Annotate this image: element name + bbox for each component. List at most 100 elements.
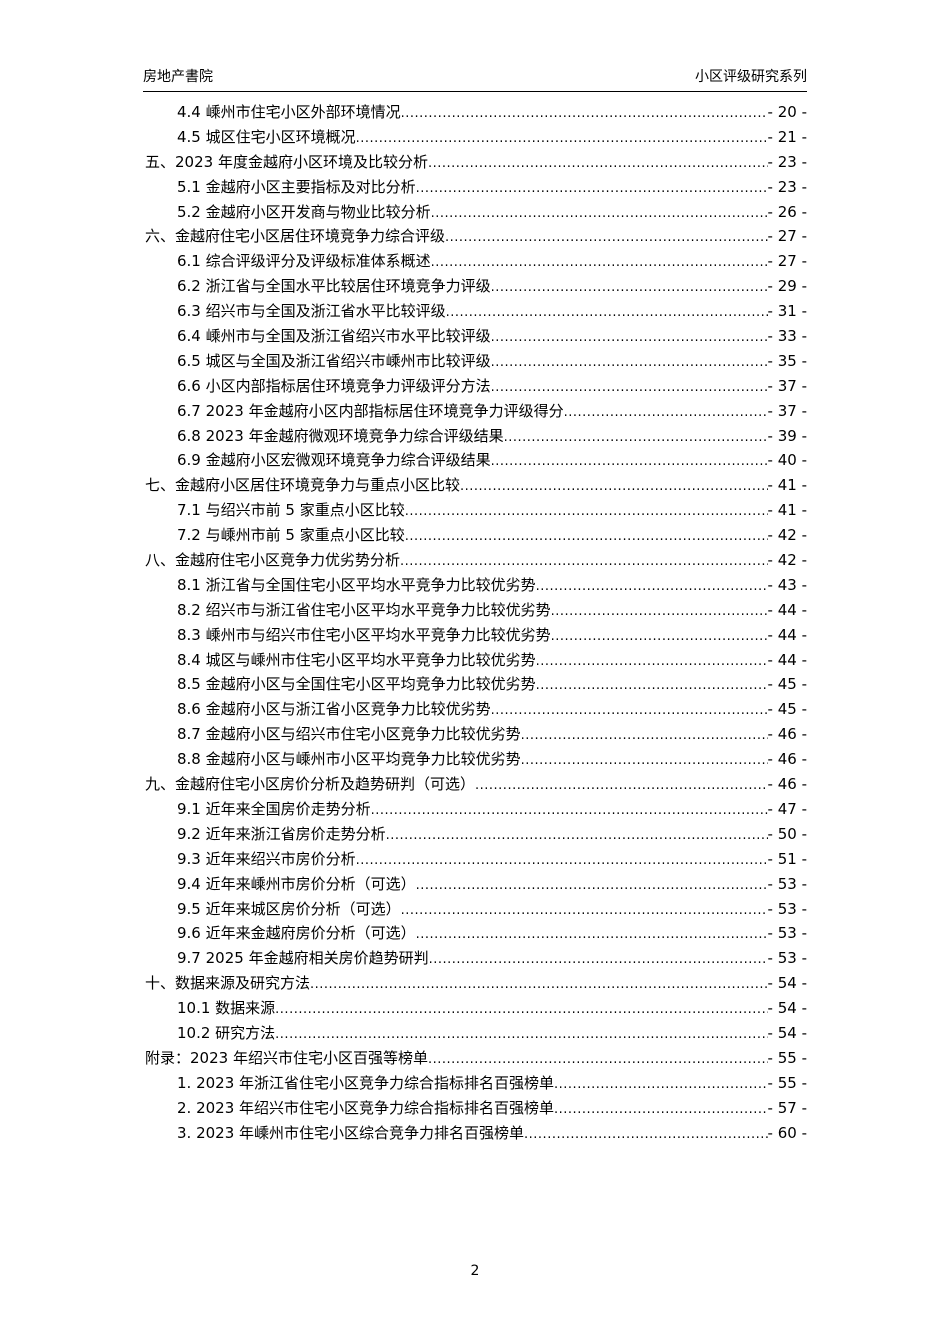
toc-section-entry[interactable]: 6.3 绍兴市与全国及浙江省水平比较评级 - 31 - <box>145 299 807 324</box>
toc-entry-page: - 42 - <box>767 526 807 545</box>
toc-section-entry[interactable]: 8.7 金越府小区与绍兴市住宅小区竞争力比较优劣势 - 46 - <box>145 722 807 747</box>
toc-entry-title: 七、金越府小区居住环境竞争力与重点小区比较 <box>145 476 461 495</box>
toc-section-entry[interactable]: 8.1 浙江省与全国住宅小区平均水平竞争力比较优劣势 - 43 - <box>145 573 807 598</box>
toc-section-entry[interactable]: 6.1 综合评级评分及评级标准体系概述 - 27 - <box>145 249 807 274</box>
toc-entry-title: 7.1 与绍兴市前 5 家重点小区比较 <box>177 501 405 520</box>
toc-entry-page: - 44 - <box>767 625 807 644</box>
toc-section-entry[interactable]: 6.5 城区与全国及浙江省绍兴市嵊州市比较评级 - 35 - <box>145 349 807 374</box>
toc-section-entry[interactable]: 4.4 嵊州市住宅小区外部环境情况 - 20 - <box>145 100 807 125</box>
toc-entry-page: - 53 - <box>767 949 807 968</box>
toc-section-entry[interactable]: 10.1 数据来源 - 54 - <box>145 996 807 1021</box>
toc-section-entry[interactable]: 7.2 与嵊州市前 5 家重点小区比较 - 42 - <box>145 523 807 548</box>
toc-section-entry[interactable]: 5.2 金越府小区开发商与物业比较分析 - 26 - <box>145 200 807 225</box>
toc-entry-page: - 60 - <box>767 1123 807 1142</box>
toc-entry-title: 8.5 金越府小区与全国住宅小区平均竞争力比较优劣势 <box>177 675 536 694</box>
toc-entry-page: - 45 - <box>767 700 807 719</box>
toc-entry-page: - 23 - <box>767 152 807 171</box>
toc-entry-title: 9.6 近年来金越府房价分析（可选） <box>177 924 416 943</box>
toc-dot-leader <box>551 600 768 625</box>
toc-dot-leader <box>491 276 768 301</box>
toc-entry-title: 8.2 绍兴市与浙江省住宅小区平均水平竞争力比较优劣势 <box>177 600 551 619</box>
toc-dot-leader <box>356 849 768 874</box>
toc-entry-title: 8.3 嵊州市与绍兴市住宅小区平均水平竞争力比较优劣势 <box>177 625 551 644</box>
toc-dot-leader <box>491 326 768 351</box>
toc-section-entry[interactable]: 8.3 嵊州市与绍兴市住宅小区平均水平竞争力比较优劣势 - 44 - <box>145 623 807 648</box>
toc-section-entry[interactable]: 9.1 近年来全国房价走势分析 - 47 - <box>145 797 807 822</box>
toc-section-entry[interactable]: 8.5 金越府小区与全国住宅小区平均竞争力比较优劣势 - 45 - <box>145 672 807 697</box>
toc-entry-title: 6.1 综合评级评分及评级标准体系概述 <box>177 252 431 271</box>
toc-dot-leader <box>429 948 768 973</box>
toc-dot-leader <box>416 177 768 202</box>
toc-dot-leader <box>428 1048 768 1073</box>
toc-chapter-entry[interactable]: 六、金越府住宅小区居住环境竞争力综合评级 - 27 - <box>145 224 807 249</box>
toc-dot-leader <box>416 923 768 948</box>
toc-entry-title: 九、金越府住宅小区房价分析及趋势研判（可选） <box>145 775 476 794</box>
page-number: 2 <box>470 1263 480 1279</box>
toc-section-entry[interactable]: 6.7 2023 年金越府小区内部指标居住环境竞争力评级得分 - 37 - <box>145 399 807 424</box>
toc-dot-leader <box>401 899 768 924</box>
toc-entry-page: - 54 - <box>767 999 807 1018</box>
toc-entry-page: - 47 - <box>767 799 807 818</box>
toc-entry-title: 5.2 金越府小区开发商与物业比较分析 <box>177 202 431 221</box>
toc-entry-page: - 29 - <box>767 277 807 296</box>
toc-dot-leader <box>491 351 768 376</box>
toc-chapter-entry[interactable]: 九、金越府住宅小区房价分析及趋势研判（可选） - 46 - <box>145 772 807 797</box>
toc-entry-page: - 23 - <box>767 177 807 196</box>
toc-section-entry[interactable]: 6.9 金越府小区宏微观环境竞争力综合评级结果 - 40 - <box>145 448 807 473</box>
toc-dot-leader <box>310 973 768 998</box>
toc-section-entry[interactable]: 8.8 金越府小区与嵊州市小区平均竞争力比较优劣势 - 46 - <box>145 747 807 772</box>
toc-section-entry[interactable]: 8.4 城区与嵊州市住宅小区平均水平竞争力比较优劣势 - 44 - <box>145 648 807 673</box>
toc-entry-title: 6.5 城区与全国及浙江省绍兴市嵊州市比较评级 <box>177 351 491 370</box>
toc-section-entry[interactable]: 1. 2023 年浙江省住宅小区竞争力综合指标排名百强榜单 - 55 - <box>145 1071 807 1096</box>
toc-section-entry[interactable]: 9.5 近年来城区房价分析（可选） - 53 - <box>145 897 807 922</box>
toc-chapter-entry[interactable]: 八、金越府住宅小区竞争力优劣势分析 - 42 - <box>145 548 807 573</box>
toc-section-entry[interactable]: 3. 2023 年嵊州市住宅小区综合竞争力排名百强榜单 - 60 - <box>145 1121 807 1146</box>
toc-entry-page: - 57 - <box>767 1098 807 1117</box>
toc-chapter-entry[interactable]: 十、数据来源及研究方法 - 54 - <box>145 971 807 996</box>
toc-section-entry[interactable]: 5.1 金越府小区主要指标及对比分析 - 23 - <box>145 175 807 200</box>
toc-section-entry[interactable]: 9.3 近年来绍兴市房价分析 - 51 - <box>145 847 807 872</box>
toc-dot-leader <box>521 724 768 749</box>
toc-entry-page: - 44 - <box>767 650 807 669</box>
toc-dot-leader <box>386 824 768 849</box>
toc-entry-title: 6.8 2023 年金越府微观环境竞争力综合评级结果 <box>177 426 504 445</box>
toc-entry-title: 6.3 绍兴市与全国及浙江省水平比较评级 <box>177 302 446 321</box>
toc-section-entry[interactable]: 4.5 城区住宅小区环境概况 - 21 - <box>145 125 807 150</box>
toc-dot-leader <box>491 376 768 401</box>
toc-entry-title: 8.6 金越府小区与浙江省小区竞争力比较优劣势 <box>177 700 491 719</box>
toc-section-entry[interactable]: 8.2 绍兴市与浙江省住宅小区平均水平竞争力比较优劣势 - 44 - <box>145 598 807 623</box>
toc-chapter-entry[interactable]: 五、2023 年度金越府小区环境及比较分析 - 23 - <box>145 150 807 175</box>
toc-section-entry[interactable]: 6.2 浙江省与全国水平比较居住环境竞争力评级 - 29 - <box>145 274 807 299</box>
toc-entry-page: - 53 - <box>767 924 807 943</box>
toc-entry-title: 10.1 数据来源 <box>177 999 276 1018</box>
toc-section-entry[interactable]: 8.6 金越府小区与浙江省小区竞争力比较优劣势 - 45 - <box>145 697 807 722</box>
toc-section-entry[interactable]: 2. 2023 年绍兴市住宅小区竞争力综合指标排名百强榜单 - 57 - <box>145 1096 807 1121</box>
toc-section-entry[interactable]: 6.6 小区内部指标居住环境竞争力评级评分方法 - 37 - <box>145 374 807 399</box>
toc-entry-page: - 40 - <box>767 451 807 470</box>
toc-dot-leader <box>564 401 768 426</box>
toc-section-entry[interactable]: 9.2 近年来浙江省房价走势分析 - 50 - <box>145 822 807 847</box>
toc-entry-page: - 35 - <box>767 351 807 370</box>
toc-dot-leader <box>431 202 768 227</box>
toc-entry-title: 1. 2023 年浙江省住宅小区竞争力综合指标排名百强榜单 <box>177 1073 555 1092</box>
toc-section-entry[interactable]: 6.4 嵊州市与全国及浙江省绍兴市水平比较评级 - 33 - <box>145 324 807 349</box>
toc-dot-leader <box>491 450 768 475</box>
toc-entry-title: 7.2 与嵊州市前 5 家重点小区比较 <box>177 526 405 545</box>
toc-entry-title: 9.4 近年来嵊州市房价分析（可选） <box>177 874 416 893</box>
toc-chapter-entry[interactable]: 附录：2023 年绍兴市住宅小区百强等榜单 - 55 - <box>145 1046 807 1071</box>
toc-dot-leader <box>401 102 768 127</box>
toc-dot-leader <box>356 127 768 152</box>
toc-section-entry[interactable]: 6.8 2023 年金越府微观环境竞争力综合评级结果 - 39 - <box>145 424 807 449</box>
toc-chapter-entry[interactable]: 七、金越府小区居住环境竞争力与重点小区比较 - 41 - <box>145 473 807 498</box>
toc-section-entry[interactable]: 7.1 与绍兴市前 5 家重点小区比较 - 41 - <box>145 498 807 523</box>
toc-section-entry[interactable]: 10.2 研究方法 - 54 - <box>145 1021 807 1046</box>
toc-entry-page: - 53 - <box>767 899 807 918</box>
toc-entry-title: 10.2 研究方法 <box>177 1023 276 1042</box>
toc-dot-leader <box>536 674 768 699</box>
toc-entry-title: 2. 2023 年绍兴市住宅小区竞争力综合指标排名百强榜单 <box>177 1098 555 1117</box>
toc-dot-leader <box>491 699 768 724</box>
toc-section-entry[interactable]: 9.6 近年来金越府房价分析（可选） - 53 - <box>145 921 807 946</box>
toc-section-entry[interactable]: 9.4 近年来嵊州市房价分析（可选） - 53 - <box>145 872 807 897</box>
toc-section-entry[interactable]: 9.7 2025 年金越府相关房价趋势研判 - 53 - <box>145 946 807 971</box>
toc-entry-page: - 54 - <box>767 974 807 993</box>
